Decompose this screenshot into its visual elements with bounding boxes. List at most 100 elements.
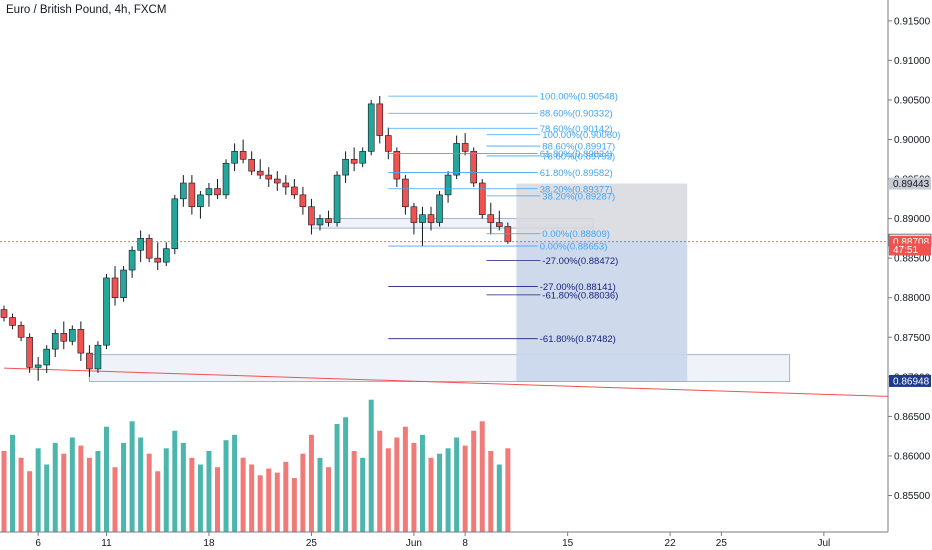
candle-body xyxy=(342,158,349,176)
candle xyxy=(461,133,469,156)
time-axis[interactable]: 6 11 18 25 Jun 8 15 22 25 Jul xyxy=(0,531,888,550)
candle xyxy=(171,194,179,255)
volume-bar xyxy=(78,445,84,532)
fibonacci-layer[interactable]: 100.00%(0.90548) 88.60%(0.90332) 78.60%(0.… xyxy=(388,92,620,346)
price-tick-label: 0.86000 xyxy=(894,451,931,462)
candle-body xyxy=(299,194,307,208)
candle xyxy=(367,99,375,156)
short-position-stop[interactable] xyxy=(516,183,688,241)
candle xyxy=(128,246,136,278)
time-axis-bg xyxy=(0,532,888,550)
volume-bar xyxy=(189,457,195,532)
trendline-layer[interactable] xyxy=(3,367,889,397)
price-tick-label: 0.88000 xyxy=(894,293,931,304)
fib-level-label: 38.20%(0.89377) xyxy=(540,184,613,195)
price-tick-label: 0.91500 xyxy=(894,16,931,27)
price-badge-label: 0.88708 xyxy=(893,237,930,248)
candle-body xyxy=(444,174,452,196)
volume-bar xyxy=(129,421,135,532)
price-axis[interactable]: 0.915000.910000.905000.900000.895000.890… xyxy=(887,0,932,550)
volume-bar xyxy=(138,437,144,532)
candle-body xyxy=(256,170,264,176)
time-tick-label: 11 xyxy=(101,538,112,549)
candle xyxy=(239,139,247,164)
volume-bar xyxy=(163,448,169,532)
candle xyxy=(111,266,119,306)
candle xyxy=(316,214,324,231)
candle xyxy=(342,151,349,184)
volume-bar xyxy=(215,467,220,532)
volume-bar xyxy=(10,434,16,532)
fib-level-label: -27.00%(0.88141) xyxy=(540,282,616,293)
candle xyxy=(291,179,298,199)
candle-body xyxy=(69,329,76,342)
volume-bar xyxy=(368,399,374,532)
volume-bar xyxy=(419,434,425,532)
candle xyxy=(308,198,315,235)
candle xyxy=(162,242,170,267)
candle-body xyxy=(137,238,144,251)
volume-bar xyxy=(326,467,332,532)
candle xyxy=(478,179,486,219)
candle-body xyxy=(282,182,290,188)
candles-layer xyxy=(0,95,512,381)
price-badge-bg xyxy=(889,243,931,256)
volume-bar xyxy=(1,451,7,532)
volume-bar xyxy=(479,421,485,532)
candle xyxy=(350,147,358,172)
volume-bar xyxy=(360,457,366,532)
candle-body xyxy=(308,206,315,226)
price-tick-label: 0.88500 xyxy=(894,254,931,265)
candle-body xyxy=(222,162,230,196)
candle xyxy=(43,345,51,373)
candle xyxy=(94,341,102,373)
candle-body xyxy=(410,206,418,223)
volume-bar xyxy=(471,430,477,532)
volume-bar xyxy=(103,426,109,532)
candle xyxy=(384,127,392,160)
candle-body xyxy=(239,151,247,160)
candle-body xyxy=(265,174,273,180)
candle-body xyxy=(145,238,153,259)
candle-body xyxy=(376,103,384,136)
candle-body xyxy=(60,333,68,342)
volume-bar xyxy=(69,437,75,532)
candle xyxy=(496,210,503,231)
time-tick-label: 25 xyxy=(306,538,318,549)
candle xyxy=(86,345,93,377)
price-tick-label: 0.90500 xyxy=(894,95,931,106)
volume-bar xyxy=(445,448,451,532)
candle-body xyxy=(325,218,332,223)
support-trendline[interactable] xyxy=(3,367,889,397)
volume-bar xyxy=(496,464,502,532)
candle-body xyxy=(0,309,8,318)
time-tick-label: Jun xyxy=(406,538,422,549)
zones-layer xyxy=(89,183,791,382)
candle xyxy=(427,206,435,231)
candle xyxy=(487,202,495,235)
volume-bar xyxy=(462,445,468,532)
volume-bar xyxy=(266,468,272,532)
candle xyxy=(444,171,452,203)
price-tick-label: 0.90000 xyxy=(894,135,931,146)
fib-level-label: 78.60%(0.90142) xyxy=(540,124,613,135)
volume-bar xyxy=(18,457,24,532)
candle-body xyxy=(470,151,478,184)
candle xyxy=(120,266,127,302)
short-position-target[interactable] xyxy=(516,240,688,381)
price-tick-label: 0.85500 xyxy=(894,491,931,502)
candle-body xyxy=(350,158,358,164)
candle-body xyxy=(427,214,435,223)
volume-bar xyxy=(283,461,289,532)
candle-body xyxy=(77,329,85,354)
price-tick-label: 0.87500 xyxy=(894,333,931,344)
volume-bar xyxy=(155,471,161,532)
time-tick-label: 22 xyxy=(665,538,677,549)
price-badge: 47:51 xyxy=(889,243,931,256)
candle xyxy=(137,230,144,263)
candle xyxy=(145,234,153,263)
price-badge-label: 0.89443 xyxy=(893,179,930,190)
volume-bar xyxy=(146,453,152,532)
time-tick-label: 8 xyxy=(462,538,468,549)
